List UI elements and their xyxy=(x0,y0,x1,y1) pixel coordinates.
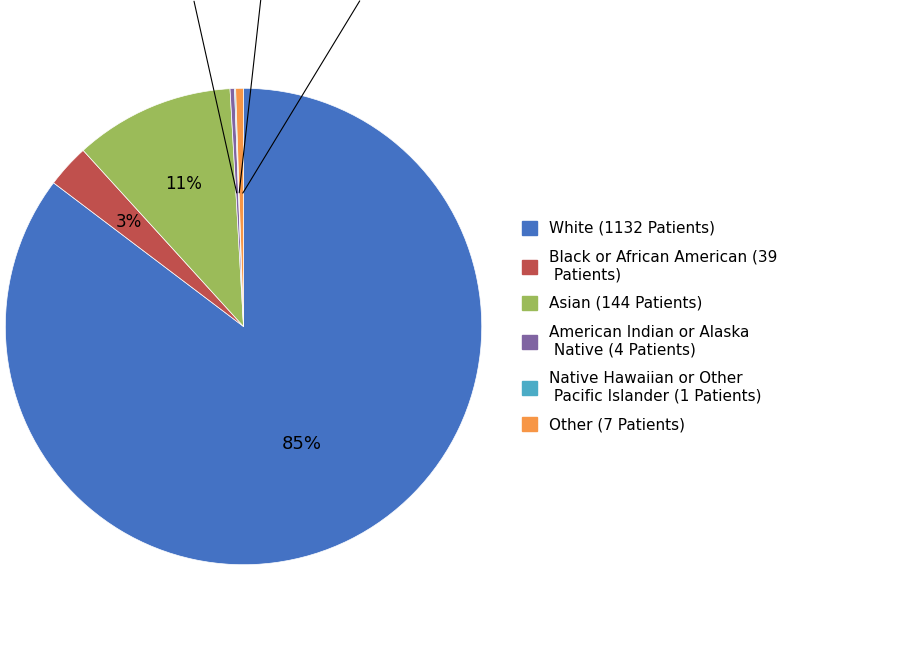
Wedge shape xyxy=(230,88,244,326)
Legend: White (1132 Patients), Black or African American (39
 Patients), Asian (144 Pati: White (1132 Patients), Black or African … xyxy=(521,221,778,432)
Text: <1%: <1% xyxy=(172,0,236,193)
Text: <1%: <1% xyxy=(239,0,286,193)
Wedge shape xyxy=(53,150,244,326)
Text: 85%: 85% xyxy=(282,435,322,453)
Wedge shape xyxy=(83,89,244,326)
Text: 3%: 3% xyxy=(116,213,143,231)
Wedge shape xyxy=(235,88,244,326)
Wedge shape xyxy=(235,88,244,326)
Wedge shape xyxy=(5,88,482,565)
Text: 11%: 11% xyxy=(165,175,202,193)
Text: <1%: <1% xyxy=(243,0,386,193)
